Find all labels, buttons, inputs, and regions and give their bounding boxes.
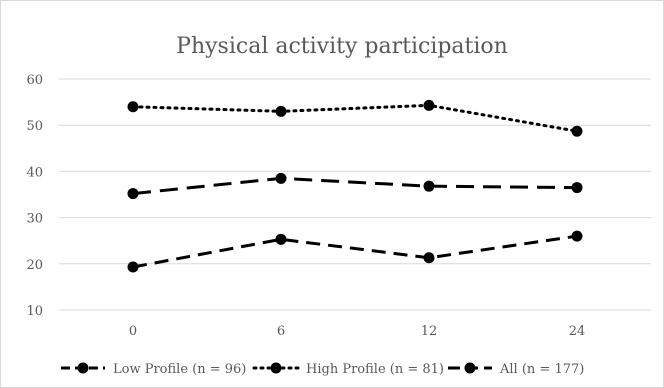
series-2 [127, 172, 583, 200]
legend-label: Low Profile (n = 96) [113, 362, 246, 377]
legend-swatch-marker [464, 362, 476, 374]
data-point [423, 99, 435, 111]
data-point [423, 180, 435, 192]
y-axis-ticks: 10 20 30 40 50 60 [26, 73, 43, 319]
series-0 [127, 230, 583, 273]
legend-label: All (n = 177) [499, 362, 584, 377]
series-1 [127, 99, 583, 137]
y-tick-label: 40 [26, 165, 43, 180]
data-point [571, 182, 583, 194]
legend-item: All (n = 177) [448, 362, 584, 377]
x-axis-ticks: 0 6 12 24 [129, 324, 585, 339]
x-tick-label: 12 [421, 324, 438, 339]
y-tick-label: 10 [26, 304, 43, 319]
data-point [423, 252, 435, 264]
data-point [127, 188, 139, 200]
legend-swatch-marker [270, 362, 282, 374]
data-point [275, 105, 287, 117]
data-point [571, 230, 583, 242]
y-tick-label: 30 [26, 212, 43, 227]
data-point [127, 261, 139, 273]
data-point [127, 101, 139, 113]
chart-title: Physical activity participation [176, 34, 508, 59]
series-lines [127, 99, 583, 273]
data-point [571, 125, 583, 137]
series-line [131, 103, 579, 133]
data-point [275, 233, 287, 245]
y-tick-label: 60 [26, 73, 43, 88]
x-tick-label: 6 [277, 324, 285, 339]
gridlines [59, 78, 651, 311]
x-tick-label: 0 [129, 324, 137, 339]
y-tick-label: 50 [26, 119, 43, 134]
series-line [132, 176, 578, 196]
x-tick-label: 24 [569, 324, 586, 339]
data-point [275, 172, 287, 184]
series-line [132, 234, 578, 269]
y-tick-label: 20 [26, 258, 43, 273]
legend-item: High Profile (n = 81) [252, 362, 444, 377]
legend-label: High Profile (n = 81) [306, 362, 444, 377]
legend-swatch-marker [77, 362, 89, 374]
legend: Low Profile (n = 96) High Profile (n = 81… [61, 362, 584, 377]
legend-item: Low Profile (n = 96) [61, 362, 246, 377]
